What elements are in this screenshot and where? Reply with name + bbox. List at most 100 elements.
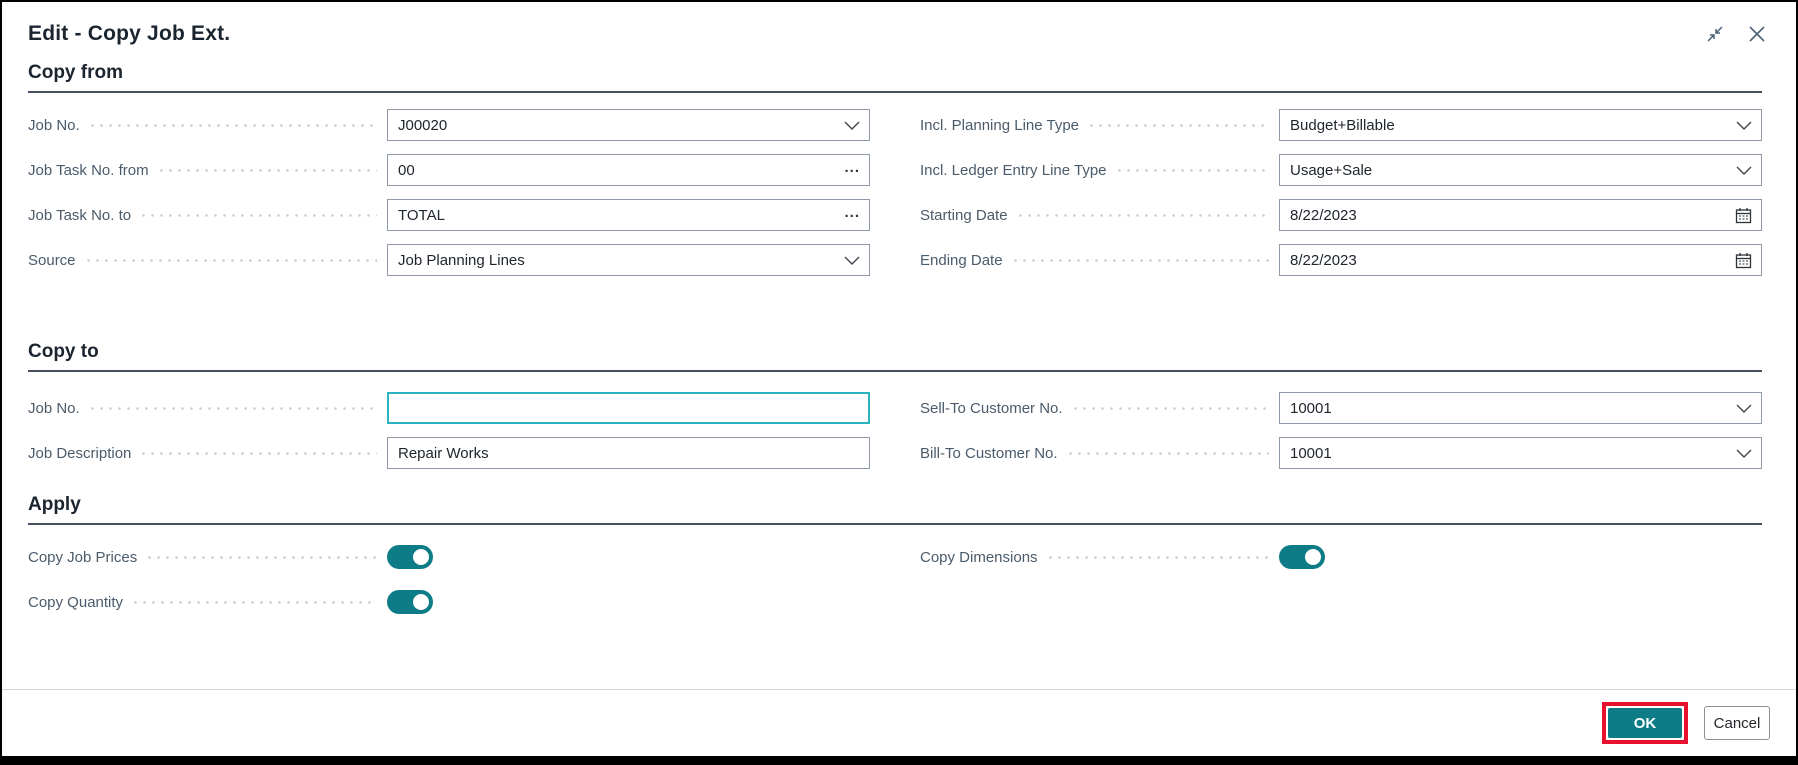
collapse-icon[interactable] [1704,23,1726,45]
field-row-source: Source Job Planning Lines [28,244,870,276]
dotted-leader [139,451,377,455]
field-value: Usage+Sale [1290,161,1373,179]
field-row-ending-date: Ending Date 8/22/2023 [920,244,1762,276]
annotation-highlight-red-box: OK [1602,702,1688,744]
copy-from-left-column: Job No. J00020 Job Task No. from 00 ... [28,109,870,289]
chevron-down-icon[interactable] [844,121,860,130]
bill-to-customer-no-combobox[interactable]: 10001 [1279,437,1762,469]
dotted-leader [83,258,377,262]
dotted-leader [1087,123,1269,127]
field-label: Job No. [28,116,80,134]
toggle-slot [387,545,870,569]
dotted-leader [1015,213,1269,217]
source-combobox[interactable]: Job Planning Lines [387,244,870,276]
field-label: Copy Dimensions [920,548,1038,566]
copy-to-left-column: Job No. Job Description Repair Works [28,392,870,482]
copy-from-grid: Job No. J00020 Job Task No. from 00 ... [28,109,1762,289]
copy-to-grid: Job No. Job Description Repair Works [28,392,1762,482]
dotted-leader [1045,555,1269,559]
dotted-leader [131,600,377,604]
job-no-from-combobox[interactable]: J00020 [387,109,870,141]
toggle-slot [1279,545,1762,569]
chevron-down-icon[interactable] [1736,404,1752,413]
field-value: 00 [398,161,415,179]
copy-to-right-column: Sell-To Customer No. 10001 Bill-To Custo… [920,392,1762,482]
field-label: Ending Date [920,251,1003,269]
field-label: Job No. [28,399,80,417]
field-label: Sell-To Customer No. [920,399,1063,417]
apply-grid: Copy Job Prices Copy Quantity [28,541,1762,631]
copy-quantity-toggle[interactable] [387,590,433,614]
field-row-job-task-from: Job Task No. from 00 ... [28,154,870,186]
field-row-job-task-to: Job Task No. to TOTAL ... [28,199,870,231]
field-value: 10001 [1290,399,1332,417]
section-header-apply: Apply [28,494,1762,525]
field-label: Source [28,251,76,269]
field-label: Starting Date [920,206,1008,224]
dotted-leader [87,123,377,127]
dotted-leader [1010,258,1269,262]
section-header-copy-from: Copy from [28,62,1762,93]
chevron-down-icon[interactable] [1736,121,1752,130]
section-header-copy-to: Copy to [28,341,1762,372]
copy-dimensions-toggle[interactable] [1279,545,1325,569]
field-label: Job Task No. to [28,206,132,224]
copy-from-right-column: Incl. Planning Line Type Budget+Billable… [920,109,1762,289]
field-value: 8/22/2023 [1290,206,1357,224]
dotted-leader [145,555,377,559]
dotted-leader [87,406,377,410]
field-value: Job Planning Lines [398,251,525,269]
starting-date-field[interactable]: 8/22/2023 [1279,199,1762,231]
dotted-leader [1070,406,1269,410]
calendar-icon[interactable] [1735,252,1752,269]
job-task-no-from-field[interactable]: 00 ... [387,154,870,186]
toggle-row-copy-job-prices: Copy Job Prices [28,541,870,573]
field-row-job-description: Job Description Repair Works [28,437,870,469]
field-value: Budget+Billable [1290,116,1395,134]
incl-planning-line-type-combobox[interactable]: Budget+Billable [1279,109,1762,141]
copy-job-prices-toggle[interactable] [387,545,433,569]
job-no-to-field[interactable] [387,392,870,424]
dialog-footer: OK Cancel [2,689,1796,756]
assist-edit-icon[interactable]: ... [844,158,860,176]
field-value: Repair Works [398,444,489,462]
dotted-leader [156,168,377,172]
field-row-job-no-to: Job No. [28,392,870,424]
dialog-title: Edit - Copy Job Ext. [28,22,231,45]
dialog-titlebar: Edit - Copy Job Ext. [2,2,1796,60]
window-controls [1704,23,1768,45]
field-label: Bill-To Customer No. [920,444,1058,462]
field-label: Job Task No. from [28,161,149,179]
cancel-button[interactable]: Cancel [1704,706,1770,740]
dotted-leader [1114,168,1269,172]
field-label: Copy Quantity [28,593,124,611]
job-task-no-to-field[interactable]: TOTAL ... [387,199,870,231]
field-row-sell-to: Sell-To Customer No. 10001 [920,392,1762,424]
field-value: 8/22/2023 [1290,251,1357,269]
toggle-row-copy-dimensions: Copy Dimensions [920,541,1762,573]
field-row-incl-ledger: Incl. Ledger Entry Line Type Usage+Sale [920,154,1762,186]
toggle-knob [1305,549,1321,565]
field-label: Incl. Ledger Entry Line Type [920,161,1107,179]
dotted-leader [139,213,377,217]
job-description-field[interactable]: Repair Works [387,437,870,469]
chevron-down-icon[interactable] [1736,449,1752,458]
field-label: Copy Job Prices [28,548,138,566]
field-row-job-no-from: Job No. J00020 [28,109,870,141]
field-value: J00020 [398,116,448,134]
chevron-down-icon[interactable] [1736,166,1752,175]
incl-ledger-entry-line-type-combobox[interactable]: Usage+Sale [1279,154,1762,186]
sell-to-customer-no-combobox[interactable]: 10001 [1279,392,1762,424]
chevron-down-icon[interactable] [844,256,860,265]
apply-right-column: Copy Dimensions [920,541,1762,631]
dotted-leader [1065,451,1269,455]
close-icon[interactable] [1746,23,1768,45]
ok-button[interactable]: OK [1608,708,1682,738]
field-label: Job Description [28,444,132,462]
field-value: 10001 [1290,444,1332,462]
calendar-icon[interactable] [1735,207,1752,224]
ending-date-field[interactable]: 8/22/2023 [1279,244,1762,276]
toggle-knob [413,549,429,565]
assist-edit-icon[interactable]: ... [844,203,860,221]
field-label: Incl. Planning Line Type [920,116,1080,134]
